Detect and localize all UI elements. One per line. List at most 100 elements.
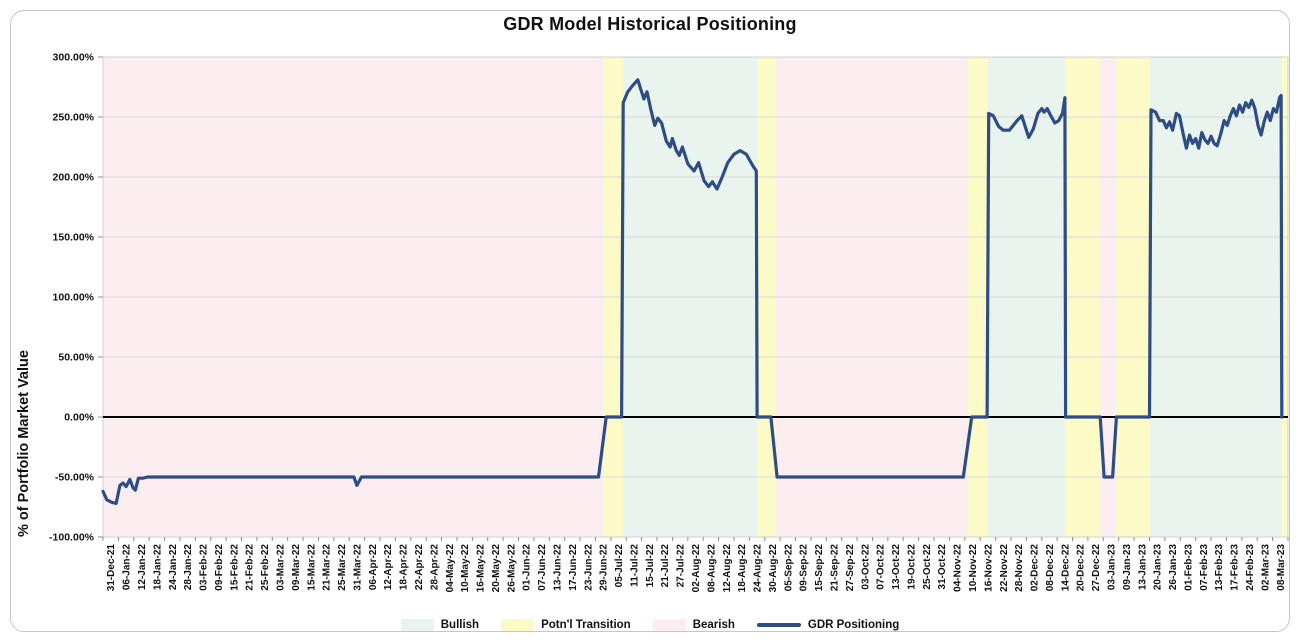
svg-text:28-Jan-22: 28-Jan-22 (183, 544, 194, 591)
svg-text:01-Feb-23: 01-Feb-23 (1183, 544, 1194, 591)
svg-text:28-Apr-22: 28-Apr-22 (429, 544, 440, 591)
svg-text:21-Feb-22: 21-Feb-22 (245, 544, 256, 591)
svg-text:27-Sep-22: 27-Sep-22 (845, 544, 856, 592)
svg-text:03-Feb-22: 03-Feb-22 (199, 544, 210, 591)
svg-text:09-Feb-22: 09-Feb-22 (214, 544, 225, 591)
svg-text:0.00%: 0.00% (64, 412, 94, 424)
svg-text:15-Sep-22: 15-Sep-22 (814, 544, 825, 592)
svg-text:21-Sep-22: 21-Sep-22 (830, 544, 841, 592)
svg-text:03-Mar-22: 03-Mar-22 (275, 544, 286, 591)
svg-text:06-Apr-22: 06-Apr-22 (368, 544, 379, 591)
legend-item-bullish: Bullish (400, 619, 480, 631)
svg-text:13-Jun-22: 13-Jun-22 (552, 544, 563, 591)
svg-text:25-Oct-22: 25-Oct-22 (922, 544, 933, 590)
svg-text:16-May-22: 16-May-22 (476, 544, 487, 593)
svg-text:05-Jul-22: 05-Jul-22 (614, 544, 625, 588)
svg-text:18-Apr-22: 18-Apr-22 (399, 544, 410, 591)
svg-text:15-Jul-22: 15-Jul-22 (645, 544, 656, 588)
chart-title: GDR Model Historical Positioning (503, 14, 797, 34)
svg-text:20-Dec-22: 20-Dec-22 (1076, 544, 1087, 592)
svg-text:200.00%: 200.00% (53, 172, 95, 184)
svg-text:07-Jun-22: 07-Jun-22 (537, 544, 548, 591)
bullish-swatch (400, 619, 434, 631)
svg-text:11-Jul-22: 11-Jul-22 (629, 544, 640, 587)
svg-text:25-Feb-22: 25-Feb-22 (260, 544, 271, 591)
legend-label-gdr-positioning: GDR Positioning (807, 619, 900, 631)
svg-text:23-Jun-22: 23-Jun-22 (583, 544, 594, 591)
transition-swatch (501, 619, 535, 631)
svg-text:20-May-22: 20-May-22 (491, 544, 502, 593)
svg-text:14-Dec-22: 14-Dec-22 (1060, 544, 1071, 592)
svg-text:01-Jun-22: 01-Jun-22 (522, 544, 533, 591)
svg-text:21-Jul-22: 21-Jul-22 (660, 544, 671, 588)
svg-text:26-May-22: 26-May-22 (506, 544, 517, 593)
svg-text:12-Aug-22: 12-Aug-22 (722, 544, 733, 593)
svg-text:27-Dec-22: 27-Dec-22 (1091, 544, 1102, 592)
svg-text:15-Feb-22: 15-Feb-22 (229, 544, 240, 591)
svg-text:31-Oct-22: 31-Oct-22 (937, 544, 948, 590)
bearish-swatch (652, 619, 686, 631)
svg-text:25-Mar-22: 25-Mar-22 (337, 544, 348, 591)
y-axis-title: % of Portfolio Market Value (16, 350, 32, 537)
svg-text:22-Apr-22: 22-Apr-22 (414, 544, 425, 591)
svg-text:09-Mar-22: 09-Mar-22 (291, 544, 302, 591)
svg-text:27-Jul-22: 27-Jul-22 (676, 544, 687, 588)
svg-text:03-Oct-22: 03-Oct-22 (860, 544, 871, 590)
svg-text:08-Mar-23: 08-Mar-23 (1276, 544, 1287, 591)
svg-text:20-Jan-23: 20-Jan-23 (1153, 544, 1164, 591)
svg-text:26-Jan-23: 26-Jan-23 (1168, 544, 1179, 591)
svg-text:10-Nov-22: 10-Nov-22 (968, 544, 979, 592)
svg-text:02-Dec-22: 02-Dec-22 (1030, 544, 1041, 592)
legend-item-bearish: Bearish (652, 619, 735, 631)
legend-label-transition: Potn'l Transition (541, 619, 631, 631)
svg-text:10-May-22: 10-May-22 (460, 544, 471, 593)
svg-text:07-Feb-23: 07-Feb-23 (1199, 544, 1210, 591)
legend-label-bullish: Bullish (440, 619, 480, 631)
svg-text:24-Jan-22: 24-Jan-22 (168, 544, 179, 591)
svg-text:22-Nov-22: 22-Nov-22 (999, 544, 1010, 592)
svg-text:17-Feb-23: 17-Feb-23 (1230, 544, 1241, 591)
legend-item-gdr-positioning: GDR Positioning (756, 619, 900, 631)
legend-label-bearish: Bearish (692, 619, 735, 631)
svg-text:18-Aug-22: 18-Aug-22 (737, 544, 748, 593)
gdr-positioning-line (101, 78, 1284, 505)
svg-text:-50.00%: -50.00% (55, 472, 95, 484)
svg-text:04-May-22: 04-May-22 (445, 544, 456, 593)
svg-text:02-Mar-23: 02-Mar-23 (1260, 544, 1271, 591)
svg-text:17-Jun-22: 17-Jun-22 (568, 544, 579, 591)
svg-text:300.00%: 300.00% (53, 52, 95, 64)
svg-text:18-Jan-22: 18-Jan-22 (152, 544, 163, 591)
svg-text:28-Nov-22: 28-Nov-22 (1014, 544, 1025, 592)
svg-text:30-Aug-22: 30-Aug-22 (768, 544, 779, 593)
svg-text:19-Oct-22: 19-Oct-22 (906, 544, 917, 590)
svg-text:02-Aug-22: 02-Aug-22 (691, 544, 702, 593)
svg-text:24-Aug-22: 24-Aug-22 (753, 544, 764, 593)
svg-text:09-Sep-22: 09-Sep-22 (799, 544, 810, 592)
svg-text:07-Oct-22: 07-Oct-22 (876, 544, 887, 590)
svg-text:50.00%: 50.00% (58, 352, 94, 364)
svg-text:05-Sep-22: 05-Sep-22 (783, 544, 794, 592)
svg-text:12-Jan-22: 12-Jan-22 (137, 544, 148, 591)
svg-text:31-Dec-21: 31-Dec-21 (106, 544, 117, 592)
svg-text:04-Nov-22: 04-Nov-22 (953, 544, 964, 592)
legend: Bullish Potn'l Transition Bearish GDR Po… (0, 619, 1300, 631)
svg-text:08-Aug-22: 08-Aug-22 (706, 544, 717, 593)
svg-text:13-Oct-22: 13-Oct-22 (891, 544, 902, 590)
svg-text:21-Mar-22: 21-Mar-22 (322, 544, 333, 591)
svg-text:31-Mar-22: 31-Mar-22 (352, 544, 363, 591)
svg-text:03-Jan-23: 03-Jan-23 (1107, 544, 1118, 591)
svg-text:12-Apr-22: 12-Apr-22 (383, 544, 394, 591)
svg-text:13-Feb-23: 13-Feb-23 (1214, 544, 1225, 591)
gdr-line-sample-icon (756, 623, 801, 627)
svg-text:15-Mar-22: 15-Mar-22 (306, 544, 317, 591)
svg-text:29-Jun-22: 29-Jun-22 (599, 544, 610, 591)
svg-text:09-Jan-23: 09-Jan-23 (1122, 544, 1133, 591)
svg-text:250.00%: 250.00% (53, 112, 95, 124)
svg-text:24-Feb-23: 24-Feb-23 (1245, 544, 1256, 591)
svg-text:16-Nov-22: 16-Nov-22 (983, 544, 994, 592)
svg-text:150.00%: 150.00% (53, 232, 95, 244)
svg-text:100.00%: 100.00% (53, 292, 95, 304)
svg-text:06-Jan-22: 06-Jan-22 (122, 544, 133, 591)
